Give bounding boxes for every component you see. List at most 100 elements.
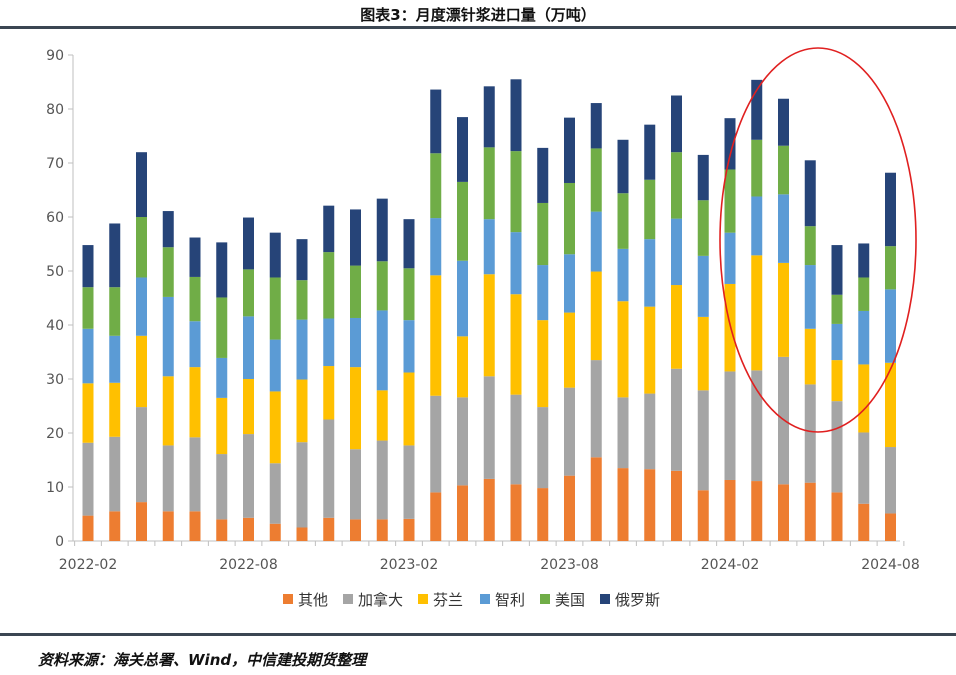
- bar-segment: [350, 519, 361, 541]
- bar-segment: [510, 394, 522, 485]
- bar-segment: [697, 390, 709, 491]
- bar-segment: [243, 379, 254, 435]
- bar-segment: [243, 217, 254, 270]
- bar-segment: [109, 287, 121, 336]
- bar-segment: [430, 218, 442, 276]
- bar-segment: [457, 485, 468, 541]
- bar-segment: [189, 437, 201, 512]
- bar-segment: [564, 182, 575, 255]
- bar-segment: [885, 447, 896, 514]
- bar-segment: [617, 468, 629, 541]
- bar-segment: [564, 387, 575, 476]
- bar-segment: [858, 310, 870, 365]
- bar-segment: [376, 310, 388, 391]
- bar-segment: [269, 232, 281, 278]
- bar-segment: [751, 139, 763, 197]
- bar-segment: [537, 488, 549, 541]
- bar-segment: [323, 318, 335, 367]
- bar-segment: [82, 383, 94, 443]
- bar-segment: [109, 436, 121, 512]
- bar-segment: [510, 79, 522, 152]
- bar-segment: [858, 503, 870, 541]
- bar-segment: [323, 252, 335, 319]
- bar-segment: [564, 312, 575, 388]
- bar-segment: [430, 153, 442, 219]
- bar-segment: [724, 371, 736, 480]
- bar-segment: [269, 339, 281, 392]
- bar-segment: [858, 243, 870, 278]
- bar-segment: [403, 320, 415, 373]
- bar-segment: [376, 390, 388, 441]
- x-tick-label: 2024-08: [861, 557, 920, 573]
- bar-segment: [804, 328, 816, 385]
- bar-segment: [537, 202, 549, 266]
- bar-segment: [564, 254, 575, 313]
- y-tick-label: 20: [46, 426, 64, 442]
- bar-segment: [296, 319, 308, 380]
- legend-label: 美国: [555, 591, 585, 609]
- bar-segment: [671, 218, 682, 286]
- bar-segment: [724, 118, 736, 170]
- bar-segment: [457, 397, 468, 486]
- bar-segment: [162, 247, 174, 297]
- highlight-annotation: [719, 47, 917, 433]
- y-tick-label: 0: [55, 534, 64, 550]
- x-tick-label: 2024-02: [701, 557, 760, 573]
- bar-segment: [82, 328, 94, 384]
- bar-segment: [82, 287, 94, 329]
- bar-segment: [483, 376, 495, 479]
- bar-segment: [831, 360, 843, 402]
- bar-segment: [216, 297, 228, 358]
- y-tick-label: 70: [46, 156, 64, 172]
- bar-segment: [296, 280, 308, 320]
- bar-segment: [216, 397, 228, 455]
- bar-segment: [724, 169, 736, 233]
- bar-segment: [804, 160, 816, 227]
- bar-segment: [831, 401, 843, 493]
- bar-segment: [162, 511, 174, 541]
- bar-segment: [697, 490, 709, 541]
- bar-segment: [136, 502, 147, 541]
- bar-segment: [483, 478, 495, 541]
- bar-segment: [243, 517, 254, 541]
- legend-swatch: [600, 594, 610, 604]
- legend-swatch: [418, 594, 428, 604]
- bar-segment: [109, 223, 121, 288]
- source-note: 资料来源：海关总署、Wind，中信建投期货整理: [38, 651, 367, 669]
- legend-label: 加拿大: [358, 591, 403, 609]
- bar-segment: [162, 296, 174, 377]
- bar-segment: [885, 246, 896, 290]
- bar-segment: [457, 117, 468, 182]
- bar-segment: [162, 376, 174, 446]
- bar-segment: [243, 269, 254, 317]
- bar-segment: [644, 179, 656, 240]
- bar-segment: [109, 511, 121, 541]
- bar-segment: [590, 103, 602, 149]
- bar-segment: [858, 432, 870, 504]
- bar-segment: [269, 277, 281, 340]
- bar-segment: [804, 265, 816, 329]
- bar-segment: [82, 515, 94, 541]
- bar-segment: [216, 519, 228, 541]
- bar-segment: [831, 245, 843, 295]
- bar-segment: [751, 79, 763, 140]
- bar-segment: [403, 445, 415, 519]
- bar-segment: [831, 294, 843, 324]
- legend-swatch: [480, 594, 490, 604]
- bar-segment: [644, 306, 656, 394]
- bar-segment: [885, 362, 896, 448]
- bar-segment: [537, 320, 549, 408]
- bar-segment: [537, 147, 549, 203]
- y-tick-label: 40: [46, 318, 64, 334]
- bar-segment: [323, 517, 335, 541]
- legend-label: 智利: [495, 591, 525, 609]
- bar-segment: [350, 209, 361, 266]
- bar-segment: [189, 237, 201, 277]
- bar-segment: [323, 419, 335, 518]
- bar-segment: [617, 301, 629, 398]
- bar-segment: [671, 368, 682, 471]
- bar-segment: [778, 145, 789, 195]
- bar-segment: [644, 124, 656, 180]
- bar-segment: [296, 379, 308, 443]
- bar-segment: [564, 475, 575, 541]
